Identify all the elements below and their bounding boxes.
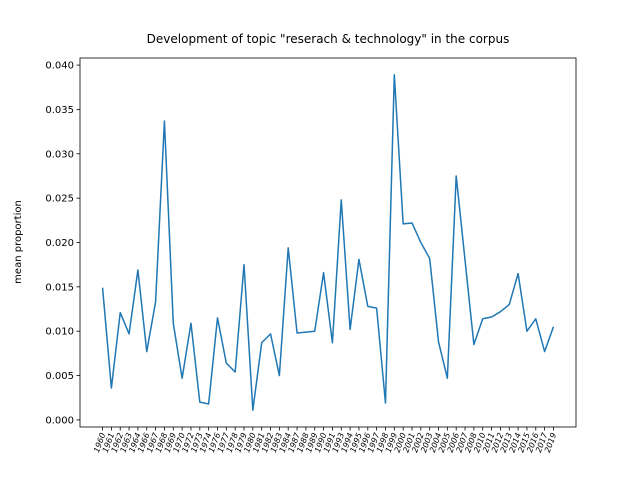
y-tick-label: 0.025 (45, 194, 74, 205)
y-tick-label: 0.010 (45, 327, 74, 338)
y-tick-label: 0.020 (45, 238, 74, 249)
plot-frame (79, 57, 577, 428)
y-axis-label: mean proportion (13, 200, 24, 284)
line (101, 74, 555, 411)
y-tick-label: 0.000 (45, 415, 74, 426)
y-tick-label: 0.005 (45, 371, 74, 382)
y-tick-label: 0.040 (45, 61, 74, 72)
chart-title: Development of topic "reserach & technol… (147, 32, 510, 46)
y-tick-label: 0.015 (45, 282, 74, 293)
y-tick-label: 0.030 (45, 149, 74, 160)
y-tick-label: 0.035 (45, 105, 74, 116)
